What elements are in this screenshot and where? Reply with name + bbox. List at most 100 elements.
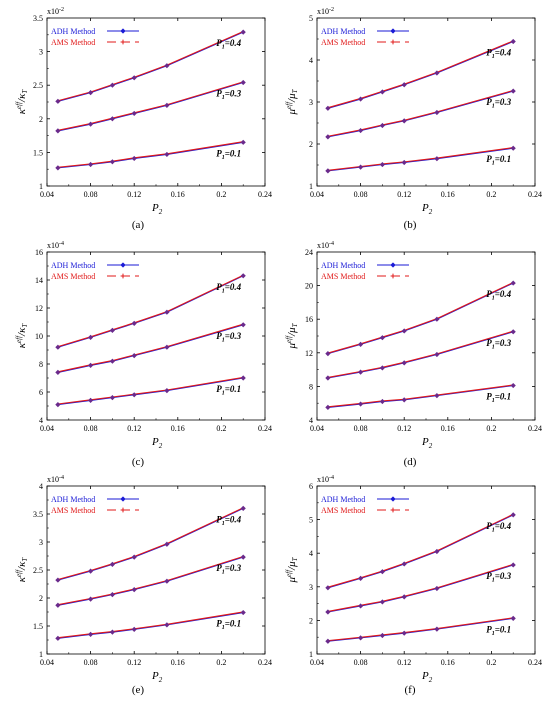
data-point-marker	[55, 635, 61, 641]
data-point-marker	[325, 351, 331, 357]
data-point-marker	[164, 309, 170, 315]
x-tick-label: 0.2	[486, 424, 496, 433]
x-tick-label: 0.04	[40, 190, 54, 199]
x-tick-label: 0.04	[40, 424, 54, 433]
legend-plus-marker	[120, 273, 126, 279]
data-point-marker	[379, 335, 385, 341]
data-point-marker	[358, 164, 364, 170]
y-axis-label: μeff/μT	[285, 88, 299, 115]
legend-diamond-marker	[120, 262, 126, 268]
x-tick-label: 0.24	[528, 190, 542, 199]
legend-label: AMS Method	[51, 272, 95, 281]
x-axis-label: P2	[421, 436, 433, 450]
data-point-marker	[109, 82, 115, 88]
y-tick-label: 8	[39, 360, 43, 369]
adh-series-line	[57, 81, 244, 132]
data-point-marker	[131, 392, 137, 398]
x-tick-label: 0.2	[216, 190, 226, 199]
x-axis-label: P2	[421, 670, 433, 684]
x-tick-label: 0.16	[441, 424, 455, 433]
legend-label: AMS Method	[321, 506, 365, 515]
legend-plus-marker	[390, 273, 396, 279]
x-tick-label: 0.16	[171, 190, 185, 199]
data-point-marker	[510, 382, 516, 389]
y-tick-label: 4	[39, 482, 43, 491]
x-tick-label: 0.2	[486, 658, 496, 667]
y-tick-label: 1	[39, 650, 43, 659]
data-point-marker	[325, 609, 331, 615]
legend-label: ADH Method	[51, 495, 95, 504]
adh-series-line	[327, 147, 514, 172]
data-point-marker	[240, 273, 246, 279]
data-point-marker	[510, 562, 516, 568]
x-tick-label: 0.2	[216, 424, 226, 433]
panel-caption: (e)	[132, 684, 145, 696]
data-point-marker	[164, 344, 170, 350]
x-tick-label: 0.24	[528, 658, 542, 667]
y-tick-label: 4	[39, 416, 43, 425]
data-point-marker	[325, 404, 331, 410]
data-point-marker	[325, 134, 331, 140]
y-tick-label: 2	[309, 616, 313, 625]
data-point-marker	[379, 569, 385, 575]
y-tick-label: 2.5	[33, 81, 43, 90]
y-tick-label: 3	[39, 48, 43, 57]
data-point-marker	[55, 344, 61, 350]
data-point-marker	[164, 541, 170, 547]
x-tick-label: 0.24	[258, 190, 272, 199]
x-tick-label: 0.04	[310, 190, 324, 199]
chart-panel: 0.04 0.08 0.12 0.16 0.2 0.24 1 2 3 4 5 6 x10-4 μeff/μ…	[285, 475, 542, 696]
data-point-marker	[55, 165, 61, 171]
axis-exponent-label: x10-4	[47, 475, 64, 484]
ams-series-line	[327, 89, 514, 137]
data-point-marker	[401, 561, 407, 567]
data-point-marker	[510, 280, 516, 286]
data-point-marker	[55, 369, 61, 375]
panel-caption: (f)	[405, 684, 416, 696]
curve-label: P1=0.3	[486, 97, 511, 110]
y-tick-label: 1	[309, 650, 313, 659]
y-tick-label: 1	[39, 182, 43, 191]
data-point-marker	[510, 512, 516, 518]
adh-series-line	[327, 331, 514, 379]
data-point-marker	[358, 369, 364, 375]
y-tick-label: 6	[39, 388, 43, 397]
y-tick-label: 24	[305, 248, 313, 257]
x-tick-label: 0.08	[354, 190, 368, 199]
x-axis-label: P2	[151, 436, 163, 450]
data-point-marker	[240, 139, 246, 145]
data-point-marker	[131, 155, 137, 162]
ams-series-line	[327, 513, 514, 588]
x-axis-label: P2	[151, 202, 163, 216]
y-tick-label: 10	[35, 332, 43, 341]
panel-caption: (b)	[404, 219, 417, 231]
data-point-marker	[358, 635, 364, 641]
data-point-marker	[434, 585, 440, 592]
chart-panel: 0.04 0.08 0.12 0.16 0.2 0.24 4 6 8 10 12 14 16 x10-4 κ…	[15, 241, 272, 468]
data-point-marker	[131, 320, 137, 326]
adh-series-line	[327, 564, 514, 613]
x-tick-label: 0.08	[354, 658, 368, 667]
legend-diamond-marker	[120, 496, 126, 502]
data-point-marker	[379, 161, 385, 168]
data-point-marker	[401, 397, 407, 403]
adh-series-line	[327, 90, 514, 138]
data-point-marker	[88, 397, 94, 403]
ams-series-line	[327, 40, 514, 109]
y-axis-label: μeff/μT	[285, 322, 299, 349]
y-tick-label: 4	[309, 416, 313, 425]
legend-label: AMS Method	[321, 38, 365, 47]
y-tick-label: 1	[309, 182, 313, 191]
x-tick-label: 0.2	[486, 190, 496, 199]
axis-exponent-label: x10-4	[317, 475, 334, 484]
ams-series-line	[327, 330, 514, 378]
data-point-marker	[510, 329, 516, 335]
y-axis-label: κeff/κT	[15, 557, 29, 583]
data-point-marker	[164, 622, 170, 628]
data-point-marker	[401, 630, 407, 636]
data-point-marker	[434, 351, 440, 358]
x-tick-label: 0.16	[441, 658, 455, 667]
data-point-marker	[434, 156, 440, 162]
data-point-marker	[240, 375, 246, 381]
y-axis-label: κeff/κT	[15, 323, 29, 349]
